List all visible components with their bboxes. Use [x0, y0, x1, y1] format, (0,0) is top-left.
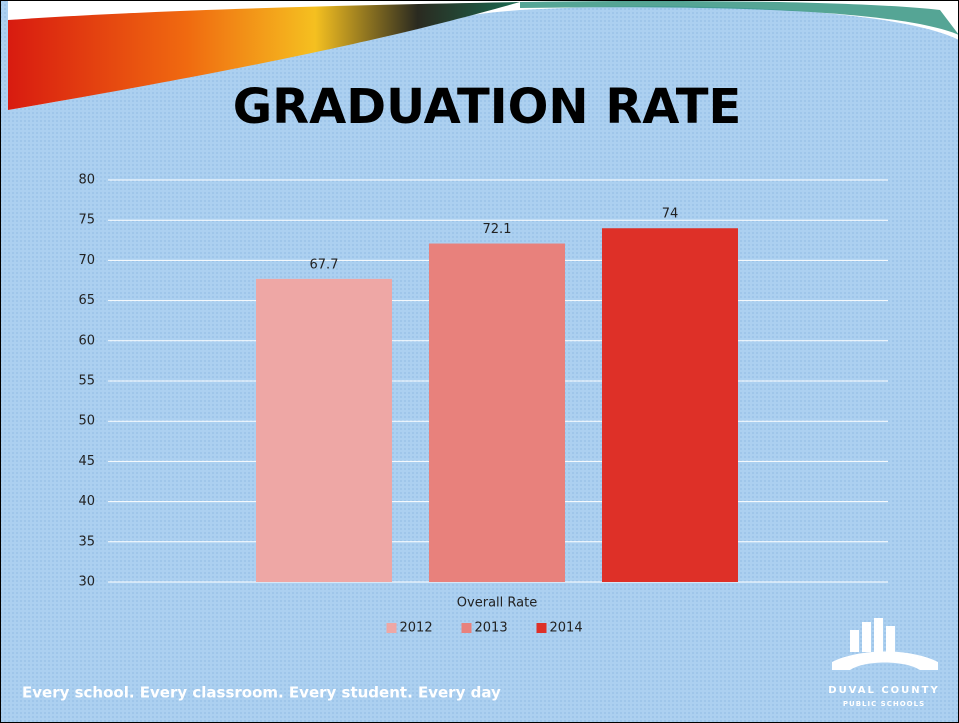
x-tick-label: Overall Rate — [457, 596, 537, 611]
legend-swatch — [462, 623, 472, 633]
legend-label: 2012 — [400, 621, 433, 636]
slide: GRADUATION RATE Every school. Every clas… — [0, 0, 959, 723]
bar — [429, 244, 565, 582]
legend-label: 2013 — [475, 621, 508, 636]
footer-tagline: Every school. Every classroom. Every stu… — [22, 684, 501, 702]
logo-shape — [886, 626, 895, 652]
legend-swatch — [537, 623, 547, 633]
y-tick-label: 75 — [78, 213, 95, 228]
value-label: 74 — [662, 207, 679, 222]
bar — [602, 228, 738, 582]
chart-title: GRADUATION RATE — [233, 79, 741, 135]
y-tick-label: 55 — [78, 374, 95, 389]
logo-shape — [874, 618, 883, 652]
legend-label: 2014 — [550, 621, 583, 636]
logo-text: PUBLIC SCHOOLS — [843, 700, 925, 708]
logo-shape — [850, 630, 859, 652]
y-tick-label: 50 — [78, 414, 95, 429]
legend-swatch — [387, 623, 397, 633]
y-tick-label: 35 — [78, 534, 95, 549]
y-tick-label: 40 — [78, 494, 95, 509]
y-tick-label: 60 — [78, 333, 95, 348]
y-tick-label: 65 — [78, 293, 95, 308]
bar — [256, 279, 392, 582]
value-label: 72.1 — [483, 222, 512, 237]
y-tick-label: 70 — [78, 253, 95, 268]
value-label: 67.7 — [310, 257, 339, 272]
y-tick-label: 30 — [78, 575, 95, 590]
y-tick-label: 45 — [78, 454, 95, 469]
y-tick-label: 80 — [78, 173, 95, 188]
logo-text: DUVAL COUNTY — [828, 685, 939, 696]
logo-shape — [862, 622, 871, 652]
